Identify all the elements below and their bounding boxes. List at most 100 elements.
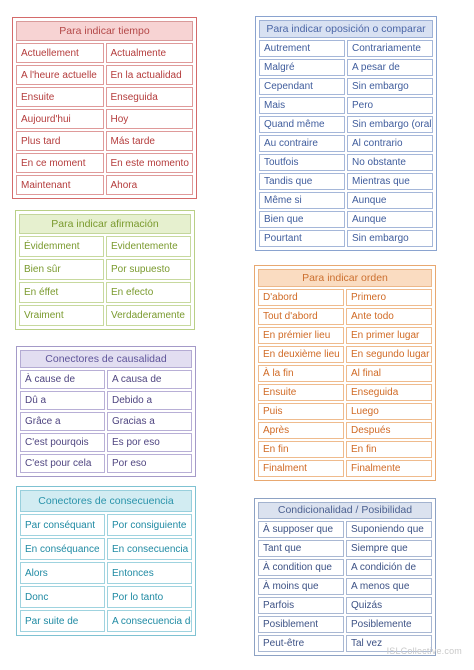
table-row: Grâce a Gracias a bbox=[20, 412, 192, 431]
french-term: En conséquance bbox=[20, 538, 105, 560]
table-row: À la fin Al final bbox=[258, 365, 432, 382]
french-term: Bien que bbox=[259, 211, 345, 228]
french-term: Tout d'abord bbox=[258, 308, 344, 325]
french-term: C'est pour cela bbox=[20, 454, 105, 473]
card-title: Conectores de causalidad bbox=[20, 350, 192, 368]
table-row: Mais Pero bbox=[259, 97, 433, 114]
french-term: Tant que bbox=[258, 540, 344, 557]
french-term: Ensuite bbox=[16, 87, 104, 107]
table-row: Ensuite Enseguida bbox=[258, 384, 432, 401]
spanish-term: Por eso bbox=[107, 454, 192, 473]
french-term: Alors bbox=[20, 562, 105, 584]
french-term: A l'heure actuelle bbox=[16, 65, 104, 85]
card-rows: D'abord Primero Tout d'abord Ante todo En pr… bbox=[258, 289, 432, 477]
french-term: À moins que bbox=[258, 578, 344, 595]
french-term: Mais bbox=[259, 97, 345, 114]
french-term: Bien sûr bbox=[19, 259, 104, 280]
table-row: Ensuite Enseguida bbox=[16, 87, 193, 107]
spanish-term: Más tarde bbox=[105, 131, 193, 151]
card-title: Para indicar oposición o comparar bbox=[259, 20, 433, 38]
french-term: Actuellement bbox=[16, 43, 104, 63]
card-title: Conectores de consecuencia bbox=[20, 490, 192, 512]
spanish-term: Debido a bbox=[107, 391, 192, 410]
spanish-term: Gracias a bbox=[107, 412, 192, 431]
table-row: A l'heure actuelle En la actualidad bbox=[16, 65, 193, 85]
french-term: Après bbox=[258, 422, 344, 439]
french-term: Par conséquant bbox=[20, 514, 105, 536]
table-row: Parfois Quizás bbox=[258, 597, 432, 614]
spanish-term: En la actualidad bbox=[105, 65, 193, 85]
french-term: Cependant bbox=[259, 78, 345, 95]
french-term: Autrement bbox=[259, 40, 345, 57]
french-term: En prémier lieu bbox=[258, 327, 344, 344]
spanish-term: Primero bbox=[346, 289, 432, 306]
spanish-term: Sin embargo bbox=[347, 230, 433, 247]
spanish-term: Aunque bbox=[347, 192, 433, 209]
table-row: D'abord Primero bbox=[258, 289, 432, 306]
table-row: Au contraire Al contrario bbox=[259, 135, 433, 152]
spanish-term: Mientras que bbox=[347, 173, 433, 190]
french-term: En fin bbox=[258, 441, 344, 458]
spanish-term: Sin embargo (oral) bbox=[347, 116, 433, 133]
table-row: Après Después bbox=[258, 422, 432, 439]
french-term: Peut-être bbox=[258, 635, 344, 652]
card-consecuencia: Conectores de consecuencia Par conséquan… bbox=[16, 486, 196, 636]
card-title: Condicionalidad / Posibilidad bbox=[258, 502, 432, 519]
spanish-term: Pero bbox=[347, 97, 433, 114]
table-row: Quand même Sin embargo (oral) bbox=[259, 116, 433, 133]
table-row: Vraiment Verdaderamente bbox=[19, 305, 191, 326]
spanish-term: En consecuencia bbox=[107, 538, 192, 560]
french-term: Quand même bbox=[259, 116, 345, 133]
spanish-term: Tal vez bbox=[346, 635, 432, 652]
spanish-term: A pesar de bbox=[347, 59, 433, 76]
spanish-term: Al contrario bbox=[347, 135, 433, 152]
spanish-term: Ahora bbox=[105, 175, 193, 195]
french-term: Par suite de bbox=[20, 610, 105, 632]
table-row: En fin En fin bbox=[258, 441, 432, 458]
french-term: C'est pourqois bbox=[20, 433, 105, 452]
table-row: Bien sûr Por supuesto bbox=[19, 259, 191, 280]
card-rows: À supposer que Suponiendo que Tant que Siem… bbox=[258, 521, 432, 652]
french-term: Posiblement bbox=[258, 616, 344, 633]
table-row: À cause de A causa de bbox=[20, 370, 192, 389]
french-term: À cause de bbox=[20, 370, 105, 389]
spanish-term: En segundo lugar bbox=[346, 346, 432, 363]
card-afirmacion: Para indicar afirmación Évidemment Eviden… bbox=[15, 210, 195, 330]
table-row: Malgré A pesar de bbox=[259, 59, 433, 76]
spanish-term: Quizás bbox=[346, 597, 432, 614]
card-orden: Para indicar orden D'abord Primero Tout d'… bbox=[254, 265, 436, 481]
table-row: Même si Aunque bbox=[259, 192, 433, 209]
table-row: Puis Luego bbox=[258, 403, 432, 420]
card-tiempo: Para indicar tiempo Actuellement Actualme… bbox=[12, 17, 197, 199]
spanish-term: A causa de bbox=[107, 370, 192, 389]
spanish-term: A condición de bbox=[346, 559, 432, 576]
card-condicionalidad: Condicionalidad / Posibilidad À supposer… bbox=[254, 498, 436, 656]
table-row: Autrement Contrariamente bbox=[259, 40, 433, 57]
table-row: Cependant Sin embargo bbox=[259, 78, 433, 95]
table-row: Par suite de A consecuencia de bbox=[20, 610, 192, 632]
table-row: En ce moment En este momento bbox=[16, 153, 193, 173]
french-term: Parfois bbox=[258, 597, 344, 614]
spanish-term: Por consiguiente bbox=[107, 514, 192, 536]
card-title: Para indicar tiempo bbox=[16, 21, 193, 41]
card-rows: Actuellement Actualmente A l'heure actuell… bbox=[16, 43, 193, 195]
spanish-term: Posiblemente bbox=[346, 616, 432, 633]
table-row: Aujourd'hui Hoy bbox=[16, 109, 193, 129]
spanish-term: No obstante bbox=[347, 154, 433, 171]
table-row: Bien que Aunque bbox=[259, 211, 433, 228]
spanish-term: En fin bbox=[346, 441, 432, 458]
table-row: Peut-être Tal vez bbox=[258, 635, 432, 652]
table-row: Tout d'abord Ante todo bbox=[258, 308, 432, 325]
french-term: Finalment bbox=[258, 460, 344, 477]
card-rows: Autrement Contrariamente Malgré A pesar de C… bbox=[259, 40, 433, 247]
spanish-term: En primer lugar bbox=[346, 327, 432, 344]
spanish-term: Luego bbox=[346, 403, 432, 420]
card-rows: Par conséquant Por consiguiente En conséqu… bbox=[20, 514, 192, 632]
french-term: Toutfois bbox=[259, 154, 345, 171]
table-row: Plus tard Más tarde bbox=[16, 131, 193, 151]
french-term: À supposer que bbox=[258, 521, 344, 538]
spanish-term: Hoy bbox=[105, 109, 193, 129]
french-term: Ensuite bbox=[258, 384, 344, 401]
spanish-term: Actualmente bbox=[105, 43, 193, 63]
